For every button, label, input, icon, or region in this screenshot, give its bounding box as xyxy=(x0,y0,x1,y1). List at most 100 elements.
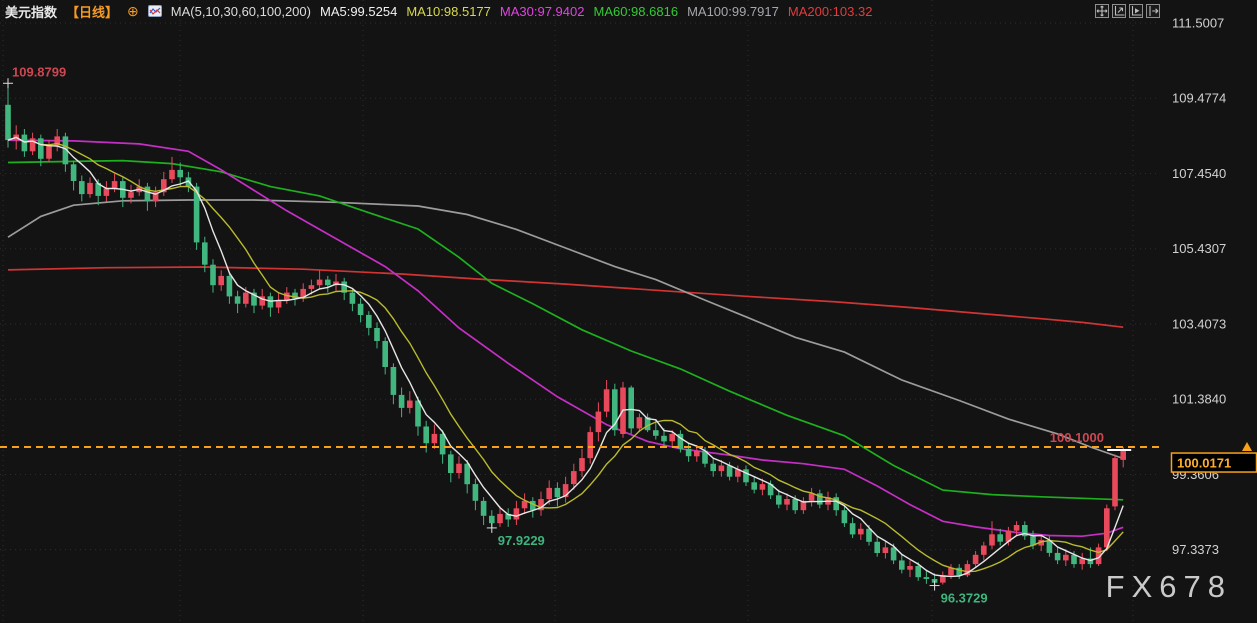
candle[interactable] xyxy=(308,285,315,289)
candle[interactable] xyxy=(882,547,889,553)
candle[interactable] xyxy=(726,465,733,477)
candle[interactable] xyxy=(1112,458,1118,507)
candle[interactable] xyxy=(644,417,651,431)
candle[interactable] xyxy=(202,242,208,265)
candle[interactable] xyxy=(776,495,782,505)
candle[interactable] xyxy=(79,181,85,195)
candle[interactable] xyxy=(415,400,421,427)
candle[interactable] xyxy=(636,417,643,429)
candle[interactable] xyxy=(366,314,372,328)
candle[interactable] xyxy=(423,426,429,444)
candle[interactable] xyxy=(849,523,856,535)
candle[interactable] xyxy=(784,499,790,505)
candle[interactable] xyxy=(948,567,954,576)
candle[interactable] xyxy=(899,560,905,570)
candle[interactable] xyxy=(841,510,848,524)
candle[interactable] xyxy=(464,463,470,485)
candle[interactable] xyxy=(1022,525,1028,537)
candle[interactable] xyxy=(710,463,716,472)
candle[interactable] xyxy=(735,469,741,477)
candle[interactable] xyxy=(890,547,897,561)
candle[interactable] xyxy=(1104,508,1110,548)
candle[interactable] xyxy=(743,469,749,483)
candle[interactable] xyxy=(1013,525,1020,531)
candle[interactable] xyxy=(858,528,864,535)
candle[interactable] xyxy=(292,292,298,299)
candle[interactable] xyxy=(275,300,282,308)
candle[interactable] xyxy=(817,493,823,505)
candle[interactable] xyxy=(489,515,495,524)
candle[interactable] xyxy=(349,292,356,304)
candle[interactable] xyxy=(218,275,224,286)
candle[interactable] xyxy=(1071,554,1077,565)
candle[interactable] xyxy=(956,567,962,576)
candle[interactable] xyxy=(751,482,757,490)
candle[interactable] xyxy=(38,138,44,159)
alert-arrow-icon[interactable] xyxy=(1242,441,1252,451)
candle[interactable] xyxy=(579,458,585,472)
candle[interactable] xyxy=(152,192,159,202)
candle[interactable] xyxy=(316,279,323,286)
candles-layer[interactable] xyxy=(5,83,1126,586)
candle[interactable] xyxy=(759,484,766,490)
candle[interactable] xyxy=(628,387,634,429)
candle[interactable] xyxy=(226,275,233,297)
candle[interactable] xyxy=(981,545,987,555)
candle[interactable] xyxy=(554,487,561,498)
candle[interactable] xyxy=(1087,558,1094,565)
candle[interactable] xyxy=(1054,552,1061,561)
candle[interactable] xyxy=(87,182,93,195)
candle[interactable] xyxy=(243,292,249,304)
candle[interactable] xyxy=(251,292,257,306)
candle[interactable] xyxy=(46,145,52,159)
candle[interactable] xyxy=(234,296,241,304)
candle[interactable] xyxy=(661,435,667,442)
candle[interactable] xyxy=(193,186,200,243)
candle[interactable] xyxy=(907,566,913,570)
candle[interactable] xyxy=(439,433,446,455)
candle[interactable] xyxy=(111,181,118,189)
candle[interactable] xyxy=(685,448,692,457)
candle[interactable] xyxy=(800,500,807,511)
candle[interactable] xyxy=(325,279,331,286)
candle[interactable] xyxy=(603,389,610,412)
candle[interactable] xyxy=(767,484,774,496)
shift-right-icon[interactable] xyxy=(1146,4,1160,18)
candle[interactable] xyxy=(833,497,839,511)
candle[interactable] xyxy=(62,136,69,165)
candle[interactable] xyxy=(333,281,339,286)
candle[interactable] xyxy=(505,513,511,520)
candle[interactable] xyxy=(1095,547,1102,565)
candle[interactable] xyxy=(1063,554,1069,561)
candle[interactable] xyxy=(792,499,798,511)
candle[interactable] xyxy=(407,400,413,408)
candle[interactable] xyxy=(1038,539,1044,546)
candle[interactable] xyxy=(538,499,544,511)
candle[interactable] xyxy=(431,433,438,444)
candle[interactable] xyxy=(546,487,552,500)
candle[interactable] xyxy=(612,389,618,431)
candle[interactable] xyxy=(210,264,216,286)
candle[interactable] xyxy=(587,432,593,459)
candle[interactable] xyxy=(1046,539,1053,553)
candle[interactable] xyxy=(480,500,487,516)
candle[interactable] xyxy=(398,394,405,408)
candle[interactable] xyxy=(940,575,946,583)
candle[interactable] xyxy=(300,288,306,299)
candle[interactable] xyxy=(874,541,880,553)
candle[interactable] xyxy=(456,463,462,473)
candle[interactable] xyxy=(341,281,347,293)
candle[interactable] xyxy=(21,134,28,152)
candle[interactable] xyxy=(669,433,675,442)
candle[interactable] xyxy=(177,169,183,178)
candle[interactable] xyxy=(808,493,815,501)
candle[interactable] xyxy=(472,484,479,501)
candle[interactable] xyxy=(448,454,454,473)
candle[interactable] xyxy=(513,508,520,520)
timeframe-label[interactable]: 【日线】 xyxy=(66,4,119,20)
candle[interactable] xyxy=(521,500,528,509)
candle[interactable] xyxy=(29,138,36,152)
candle[interactable] xyxy=(595,411,602,433)
candle[interactable] xyxy=(128,192,134,198)
